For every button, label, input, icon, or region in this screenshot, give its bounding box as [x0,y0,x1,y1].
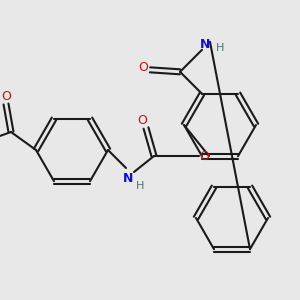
Text: O: O [1,89,11,103]
Text: O: O [199,149,209,163]
Text: O: O [137,113,147,127]
Text: H: H [216,43,224,53]
Text: O: O [138,61,148,74]
Text: N: N [200,38,210,51]
Text: N: N [123,172,133,184]
Text: H: H [136,181,144,191]
